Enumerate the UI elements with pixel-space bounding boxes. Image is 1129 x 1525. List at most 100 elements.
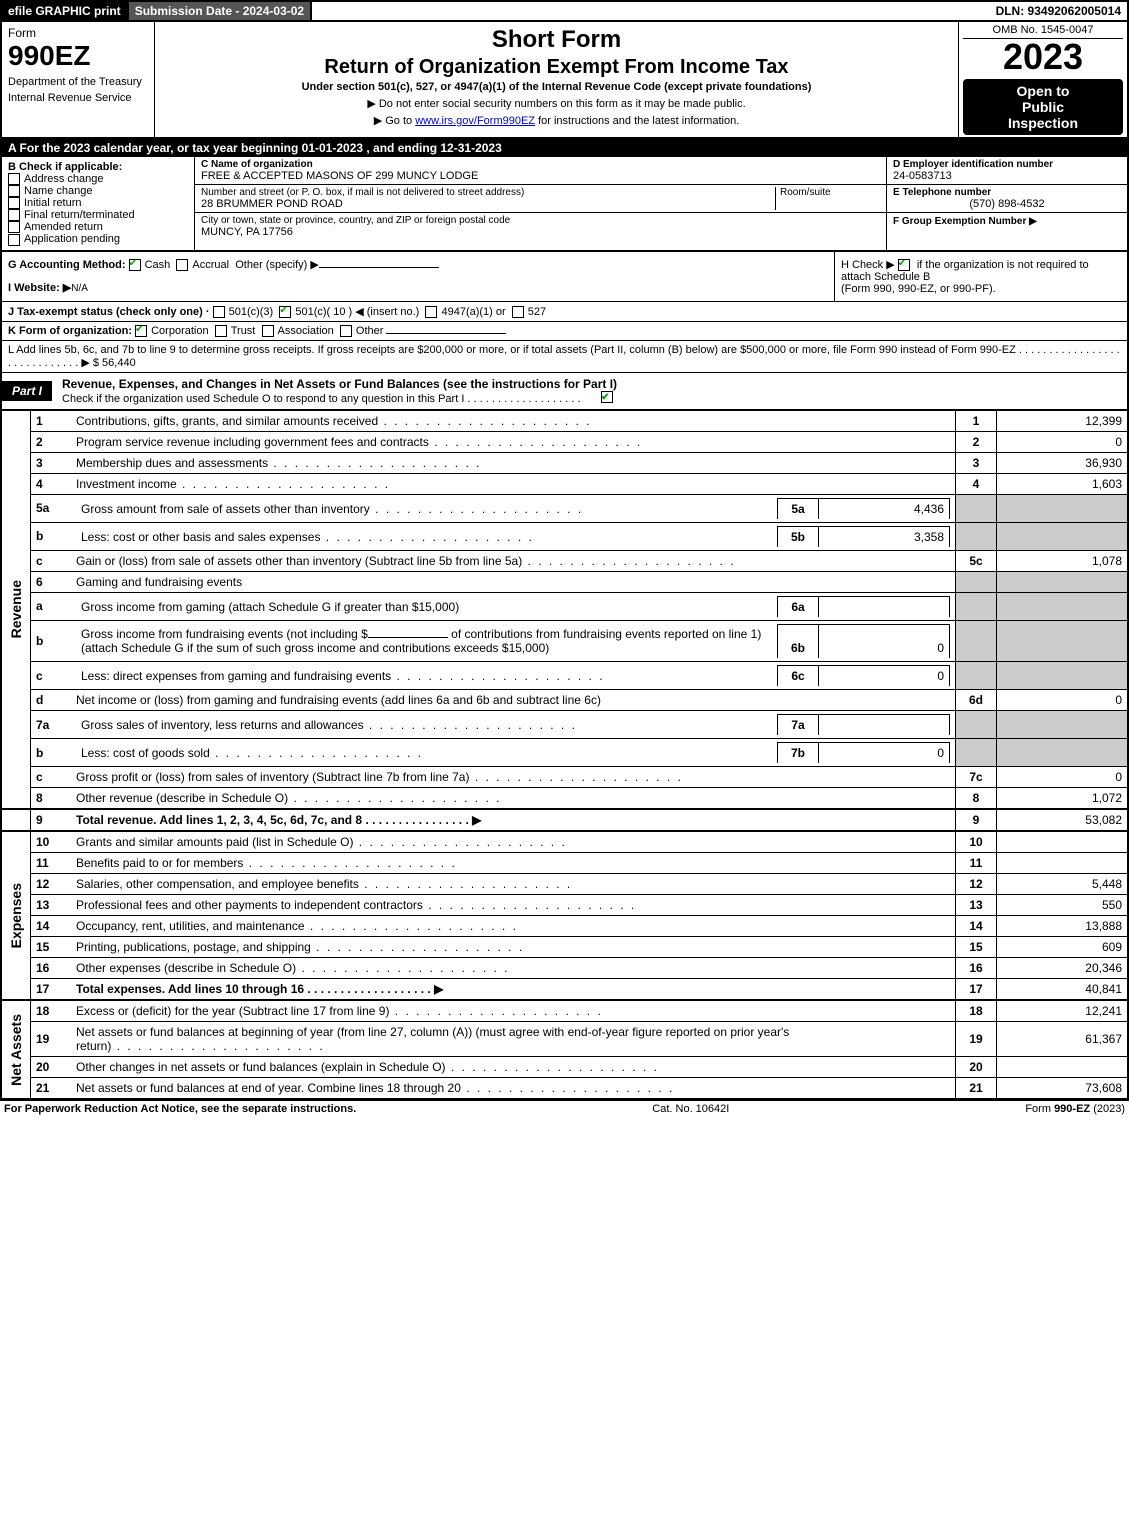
l6c-num: c	[31, 662, 72, 690]
irs-link[interactable]: www.irs.gov/Form990EZ	[415, 115, 535, 127]
ein-value: 24-0583713	[893, 170, 1121, 182]
l20-desc: Other changes in net assets or fund bala…	[71, 1057, 956, 1078]
part1-label: Part I	[2, 381, 52, 401]
org-name: FREE & ACCEPTED MASONS OF 299 MUNCY LODG…	[201, 170, 880, 182]
h-box: H Check ▶ if the organization is not req…	[834, 252, 1127, 301]
ein-label: D Employer identification number	[893, 159, 1121, 170]
l1-rv: 12,399	[997, 410, 1129, 431]
chk-527[interactable]	[512, 306, 524, 318]
l15-rv: 609	[997, 937, 1129, 958]
l7a-mv	[819, 715, 950, 736]
page-footer: For Paperwork Reduction Act Notice, see …	[0, 1100, 1129, 1117]
l6c-desc: Less: direct expenses from gaming and fu…	[76, 666, 778, 687]
l-value: 56,440	[102, 357, 136, 369]
chk-cash[interactable]	[129, 259, 141, 271]
inspection: Inspection	[965, 115, 1121, 131]
chk-501c3[interactable]	[213, 306, 225, 318]
l9-num: 9	[31, 809, 72, 831]
l7b-mn: 7b	[778, 743, 819, 764]
other-input[interactable]	[319, 267, 439, 268]
l7a-desc: Gross sales of inventory, less returns a…	[76, 715, 778, 736]
phone-row: E Telephone number (570) 898-4532	[887, 185, 1127, 213]
l6a-desc: Gross income from gaming (attach Schedul…	[76, 596, 778, 617]
l20-rv	[997, 1057, 1129, 1078]
dept-irs: Internal Revenue Service	[8, 92, 148, 104]
l14-num: 14	[31, 916, 72, 937]
l15-rn: 15	[956, 937, 997, 958]
phone-value: (570) 898-4532	[893, 198, 1121, 210]
submission-date: Submission Date - 2024-03-02	[129, 2, 312, 20]
l6a-num: a	[31, 592, 72, 620]
l-text: L Add lines 5b, 6c, and 7b to line 9 to …	[8, 344, 1120, 369]
col-b: B Check if applicable: Address change Na…	[2, 157, 195, 250]
l5b-mv: 3,358	[819, 526, 950, 547]
i-label: I Website: ▶	[8, 282, 71, 294]
l18-rv: 12,241	[997, 1000, 1129, 1022]
col-de: D Employer identification number 24-0583…	[887, 157, 1127, 250]
l8-desc: Other revenue (describe in Schedule O)	[71, 788, 956, 810]
chk-name[interactable]: Name change	[8, 185, 188, 197]
l11-num: 11	[31, 853, 72, 874]
org-name-label: C Name of organization	[201, 159, 880, 170]
chk-4947[interactable]	[425, 306, 437, 318]
chk-501c[interactable]	[279, 306, 291, 318]
chk-pending[interactable]: Application pending	[8, 233, 188, 245]
chk-schedule-o[interactable]	[601, 391, 613, 403]
l8-rv: 1,072	[997, 788, 1129, 810]
efile-print-label[interactable]: efile GRAPHIC print	[2, 2, 129, 20]
footer-mid: Cat. No. 10642I	[652, 1103, 729, 1115]
topbar: efile GRAPHIC print Submission Date - 20…	[0, 0, 1129, 20]
l6a-mv	[819, 596, 950, 617]
public-inspection-box: Open to Public Inspection	[963, 79, 1123, 135]
l15-desc: Printing, publications, postage, and shi…	[71, 937, 956, 958]
l5a-mv: 4,436	[819, 498, 950, 519]
l5c-rv: 1,078	[997, 550, 1129, 571]
chk-corp[interactable]	[135, 325, 147, 337]
l16-num: 16	[31, 958, 72, 979]
l19-rv: 61,367	[997, 1022, 1129, 1057]
chk-assoc[interactable]	[262, 325, 274, 337]
info-grid: B Check if applicable: Address change Na…	[0, 157, 1129, 252]
l1-num: 1	[31, 410, 72, 431]
l16-desc: Other expenses (describe in Schedule O)	[71, 958, 956, 979]
l7b-desc-wrap: Less: cost of goods sold 7b 0	[71, 739, 956, 767]
l7a-mn: 7a	[778, 715, 819, 736]
l21-rn: 21	[956, 1078, 997, 1100]
l6b-amount-input[interactable]	[368, 637, 448, 638]
chk-h[interactable]	[898, 259, 910, 271]
street-label: Number and street (or P. O. box, if mail…	[201, 187, 775, 198]
l8-rn: 8	[956, 788, 997, 810]
l6a-mn: 6a	[778, 596, 819, 617]
l20-rn: 20	[956, 1057, 997, 1078]
l5b-mn: 5b	[778, 526, 819, 547]
chk-final[interactable]: Final return/terminated	[8, 209, 188, 221]
k-other-input[interactable]	[386, 333, 506, 334]
chk-initial[interactable]: Initial return	[8, 197, 188, 209]
l13-rv: 550	[997, 895, 1129, 916]
h-text3: (Form 990, 990-EZ, or 990-PF).	[841, 283, 996, 295]
part1-sub: Check if the organization used Schedule …	[62, 393, 581, 405]
chk-trust[interactable]	[215, 325, 227, 337]
l7c-rv: 0	[997, 767, 1129, 788]
l10-rn: 10	[956, 831, 997, 853]
l5b-desc-wrap: Less: cost or other basis and sales expe…	[71, 522, 956, 550]
l17-rv: 40,841	[997, 979, 1129, 1001]
l6a-desc-wrap: Gross income from gaming (attach Schedul…	[71, 592, 956, 620]
col-c: C Name of organization FREE & ACCEPTED M…	[195, 157, 887, 250]
l5b-desc: Less: cost or other basis and sales expe…	[76, 526, 778, 547]
l2-rn: 2	[956, 431, 997, 452]
l6b-desc: Gross income from fundraising events (no…	[76, 624, 778, 658]
chk-address[interactable]: Address change	[8, 173, 188, 185]
chk-accrual[interactable]	[176, 259, 188, 271]
form-header: Form 990EZ Department of the Treasury In…	[0, 20, 1129, 139]
l14-rv: 13,888	[997, 916, 1129, 937]
l5c-rn: 5c	[956, 550, 997, 571]
l5a-rn-shade	[956, 494, 997, 522]
l3-num: 3	[31, 452, 72, 473]
title-short: Short Form	[161, 26, 952, 54]
l12-rv: 5,448	[997, 874, 1129, 895]
l7a-desc-wrap: Gross sales of inventory, less returns a…	[71, 711, 956, 739]
chk-other[interactable]	[340, 325, 352, 337]
l5a-desc-wrap: Gross amount from sale of assets other t…	[71, 494, 956, 522]
chk-amended[interactable]: Amended return	[8, 221, 188, 233]
